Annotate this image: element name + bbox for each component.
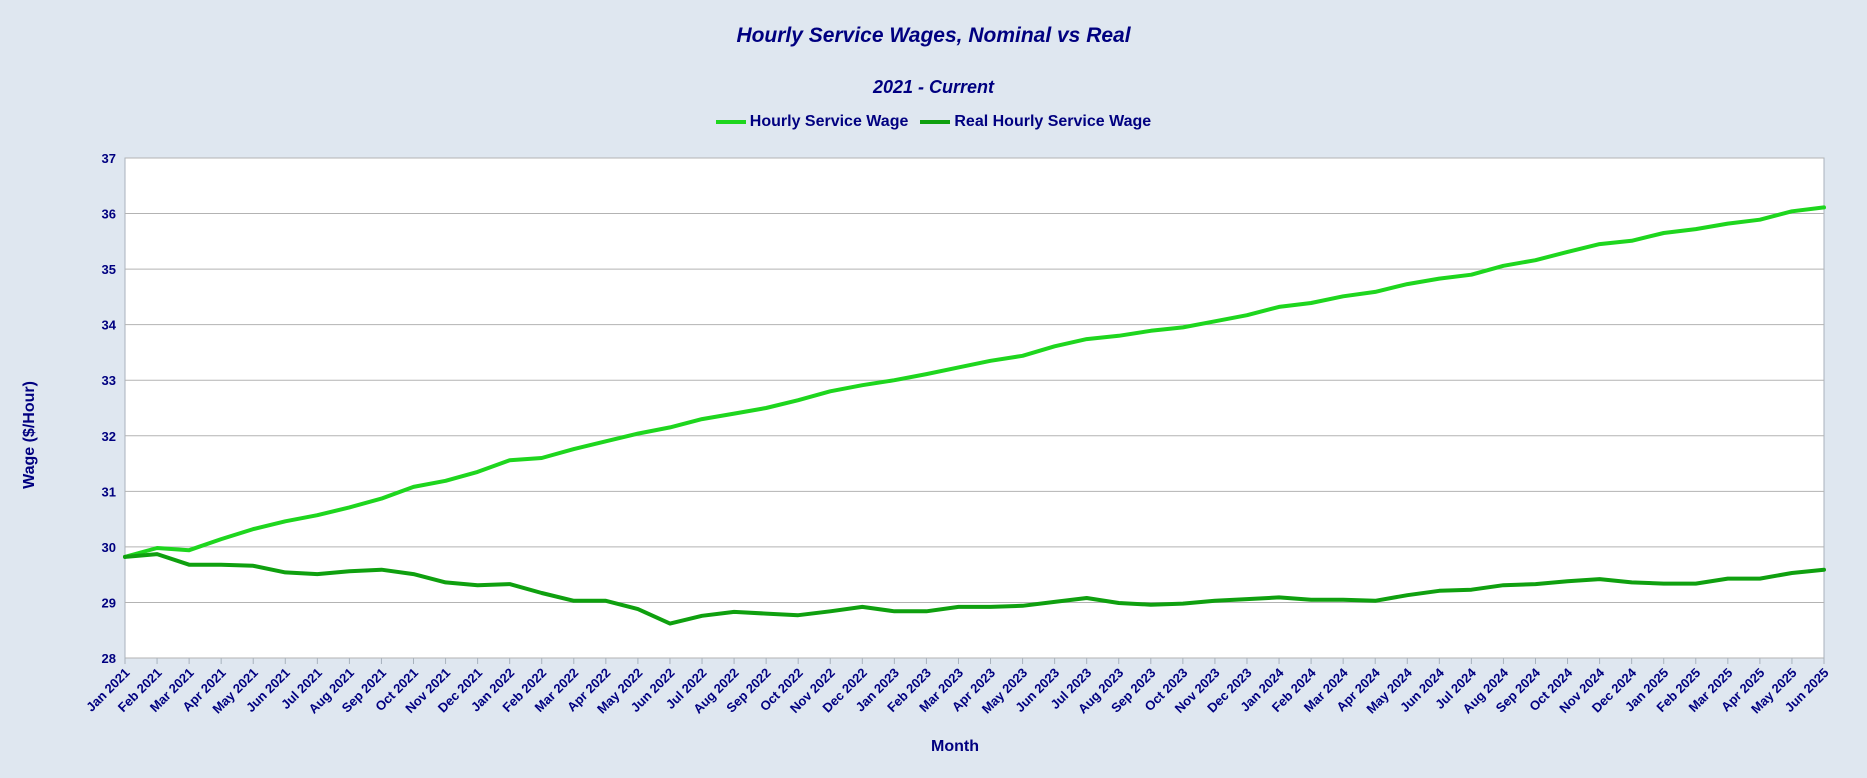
series-line-real — [123, 552, 1826, 626]
series-line-nominal — [123, 205, 1826, 559]
y-tick-label: 28 — [102, 651, 116, 666]
y-tick-label: 37 — [102, 151, 116, 166]
x-axis-label: Month — [931, 738, 979, 755]
chart-subtitle: 2021 - Current — [872, 77, 995, 97]
y-tick-label: 30 — [102, 540, 116, 555]
y-tick-label: 35 — [102, 262, 116, 277]
legend-label-nominal: Hourly Service Wage — [749, 113, 909, 130]
y-tick-label: 33 — [102, 373, 116, 388]
legend-label-real: Real Hourly Service Wage — [954, 113, 1152, 130]
legend-swatch-real — [920, 120, 951, 124]
legend-item-nominal: Hourly Service Wage — [715, 113, 909, 131]
chart-title: Hourly Service Wages, Nominal vs Real — [736, 24, 1131, 47]
y-tick-label: 34 — [102, 318, 117, 333]
y-tick-label: 32 — [102, 429, 116, 444]
y-tick-label: 29 — [102, 595, 116, 610]
legend-item-real: Real Hourly Service Wage — [920, 113, 1151, 131]
y-tick-label: 31 — [102, 484, 116, 499]
legend-swatch-nominal — [715, 120, 746, 124]
chart-legend: Hourly Service Wage Real Hourly Service … — [0, 113, 1867, 131]
y-tick-label: 36 — [102, 207, 116, 222]
